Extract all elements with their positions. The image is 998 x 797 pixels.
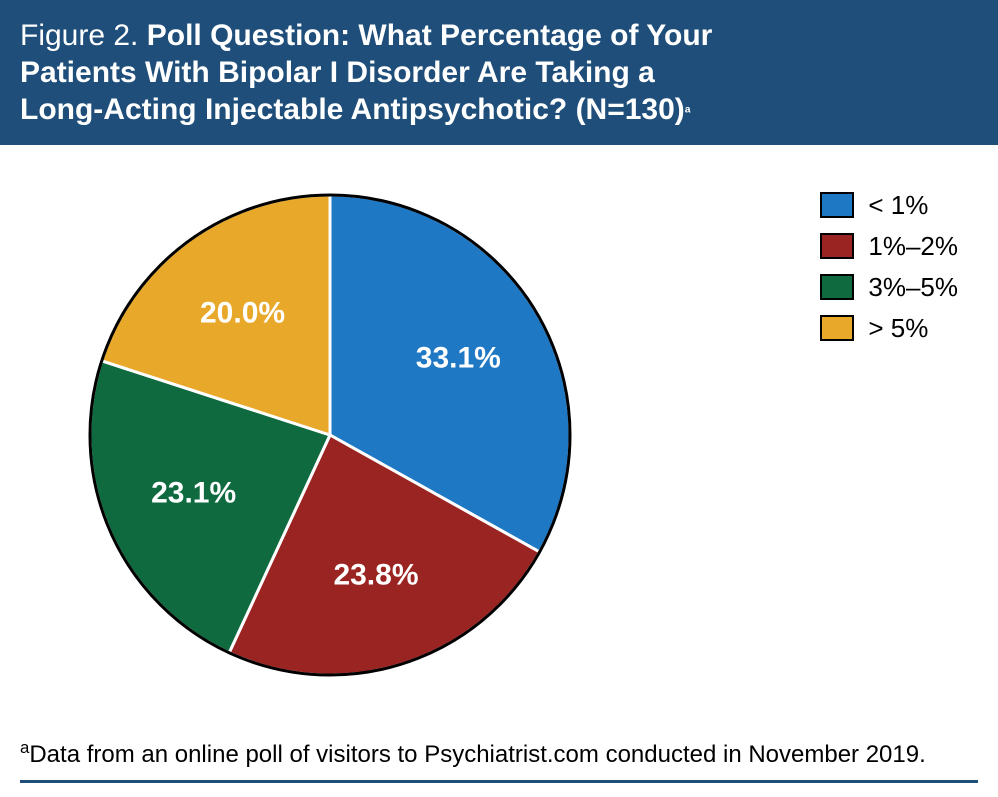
footnote-marker: a	[20, 738, 29, 757]
chart-area: 33.1% 23.8% 23.1% 20.0% < 1% 1%–2% 3%–5% > 5%	[0, 145, 998, 710]
figure-title-line2: Patients With Bipolar I Disorder Are Tak…	[20, 56, 655, 89]
legend-item-lt1: < 1%	[820, 190, 958, 221]
figure-container: Figure 2. Poll Question: What Percentage…	[0, 0, 998, 797]
footnote: aData from an online poll of visitors to…	[20, 737, 978, 783]
figure-title-line1: Poll Question: What Percentage of Your	[147, 19, 713, 52]
legend-item-3to5: 3%–5%	[820, 272, 958, 303]
pie-chart: 33.1% 23.8% 23.1% 20.0%	[80, 185, 580, 685]
legend-swatch-lt1	[820, 192, 854, 218]
figure-title-bar: Figure 2. Poll Question: What Percentage…	[0, 3, 998, 145]
legend-label-gt5: > 5%	[868, 313, 928, 344]
footnote-text: Data from an online poll of visitors to …	[29, 741, 925, 768]
legend-label-lt1: < 1%	[868, 190, 928, 221]
pie-slice-label-3to5: 23.1%	[151, 476, 236, 509]
legend-swatch-1to2	[820, 233, 854, 259]
legend-label-1to2: 1%–2%	[868, 231, 958, 262]
legend-swatch-3to5	[820, 274, 854, 300]
legend: < 1% 1%–2% 3%–5% > 5%	[820, 190, 958, 354]
legend-swatch-gt5	[820, 315, 854, 341]
figure-title-line3: Long-Acting Injectable Antipsychotic? (N…	[20, 93, 685, 126]
legend-item-1to2: 1%–2%	[820, 231, 958, 262]
legend-item-gt5: > 5%	[820, 313, 958, 344]
pie-slice-label-gt5: 20.0%	[200, 296, 285, 329]
legend-label-3to5: 3%–5%	[868, 272, 958, 303]
figure-label: Figure 2.	[20, 19, 147, 52]
title-note-marker: a	[685, 105, 691, 116]
pie-slice-label-1to2: 23.8%	[333, 558, 418, 591]
pie-slice-label-lt1: 33.1%	[416, 341, 501, 374]
